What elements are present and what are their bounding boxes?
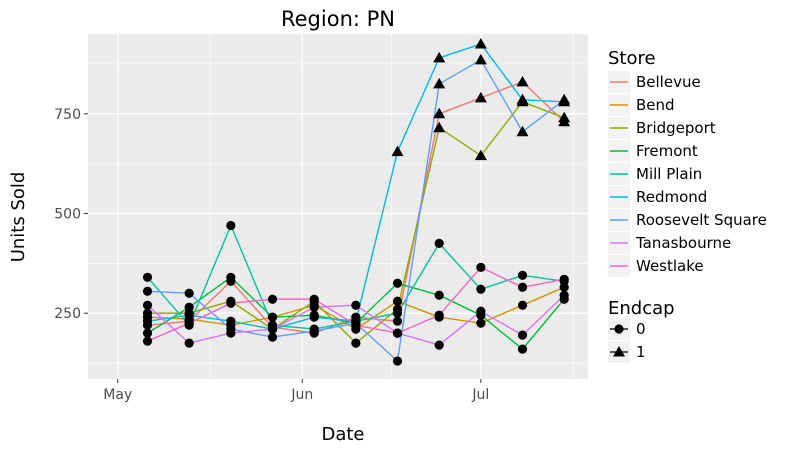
data-point [392,356,403,366]
data-point [184,302,194,312]
series-points [142,37,571,366]
x-tick-label: Jun [290,387,313,403]
data-point [267,332,278,342]
data-point [351,320,361,330]
legend-store-items: Bellevue Bend Bridgeport Fremont Mill Plain R… [608,71,767,277]
data-point [184,318,194,328]
legend: Store Bellevue Bend Bridgeport Fremont Mill … [608,48,767,363]
legend-store-label: Tanasbourne [635,234,731,252]
y-axis-label: Units Sold [8,172,29,263]
legend-endcap-items: 01 [608,318,646,363]
x-tick-label: Jul [471,387,489,403]
data-point [474,149,487,161]
data-point [474,91,487,103]
x-tick-label: May [103,387,132,403]
data-point [226,316,236,326]
data-point [142,272,153,282]
data-point [226,220,236,231]
y-tick-label: 500 [54,206,81,222]
data-point [392,316,403,326]
data-point [559,274,569,284]
data-point [184,310,194,320]
data-point [392,296,403,306]
legend-key-marker [614,324,624,334]
data-point [226,328,236,338]
data-point [267,324,278,334]
legend-endcap-title: Endcap [608,298,675,319]
chart-title: Region: PN [281,7,395,31]
data-point [267,294,278,304]
legend-store-label: Bellevue [636,73,701,91]
data-point [476,284,486,294]
data-point [558,93,571,105]
data-point [433,77,446,89]
x-axis: May Jun Jul [103,379,489,403]
data-point [142,316,153,326]
legend-store-label: Roosevelt Square [636,211,767,229]
data-point [558,111,571,123]
legend-store-label: Fremont [636,142,698,160]
data-point [184,288,194,298]
data-point [517,300,528,310]
data-point [309,302,319,312]
data-point [142,328,153,338]
legend-store-label: Mill Plain [636,165,702,183]
data-point [142,336,153,346]
data-point [142,286,153,296]
data-point [226,298,236,308]
grid-minor [88,34,588,379]
x-axis-label: Date [321,424,364,445]
data-point [142,308,153,318]
legend-endcap-label: 0 [636,320,646,338]
data-point [516,93,529,105]
data-point [391,145,404,157]
legend-store-title: Store [608,48,656,69]
data-point [392,278,403,288]
legend-endcap-label: 1 [636,343,646,361]
data-point [433,51,446,63]
y-axis: 250 500 750 [54,107,88,322]
data-point [434,310,444,320]
data-point [351,338,361,348]
y-tick-label: 750 [54,107,81,123]
data-point [433,107,446,119]
data-point [434,290,444,300]
data-point [516,75,529,87]
data-point [474,53,487,65]
legend-store-label: Redmond [636,188,707,206]
data-point [476,318,486,328]
data-point [184,338,194,348]
data-point [474,37,487,49]
legend-store-label: Bridgeport [636,119,716,137]
data-point [226,272,236,282]
data-point [392,328,403,338]
plot-panel [88,34,588,379]
data-point [309,326,319,336]
data-point [309,294,319,304]
data-point [476,306,486,316]
data-point [309,312,319,322]
data-point [517,282,528,292]
data-point [559,290,569,300]
y-tick-label: 250 [54,306,81,322]
legend-key-marker [613,346,625,357]
data-point [516,125,529,137]
data-point [517,344,528,354]
data-point [434,340,444,350]
legend-store-label: Westlake [636,257,704,275]
data-point [434,238,444,248]
legend-store-label: Bend [636,96,675,114]
data-point [517,270,528,280]
data-point [517,330,528,340]
data-point [476,262,486,272]
data-point [267,312,278,322]
data-point [392,308,403,318]
data-point [433,121,446,133]
data-point [351,300,361,310]
data-point [142,300,153,310]
